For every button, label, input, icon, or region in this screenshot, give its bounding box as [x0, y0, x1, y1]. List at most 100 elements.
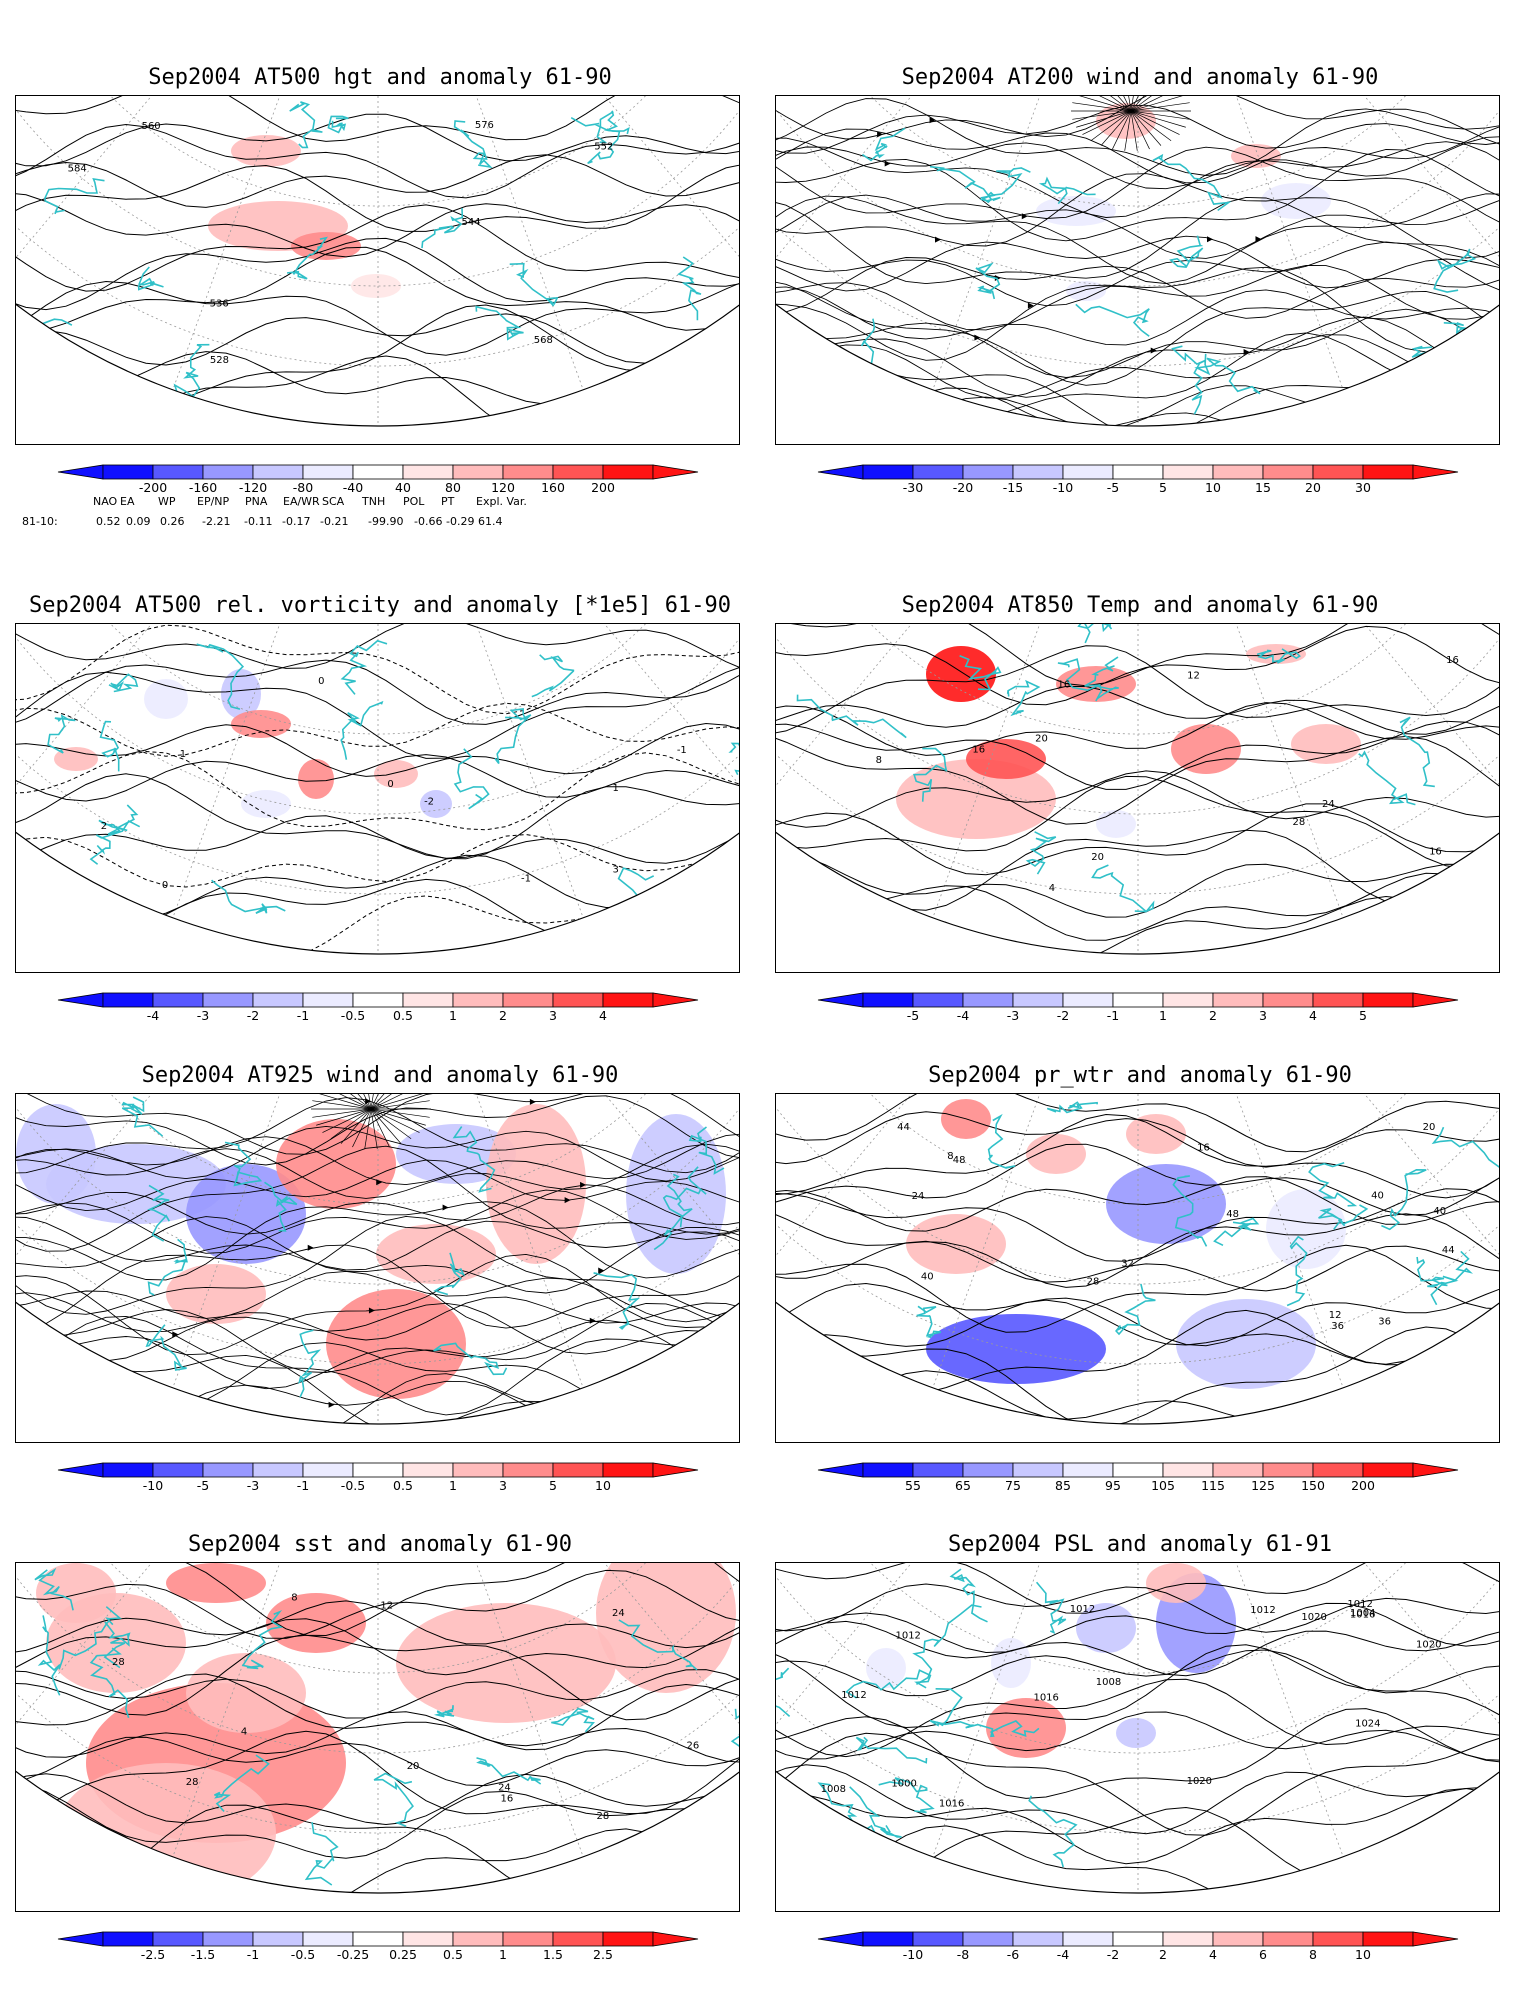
coastline	[965, 1720, 1040, 1738]
streamline	[1130, 102, 1190, 112]
streamline	[16, 1315, 739, 1416]
colorbar-swatch	[502, 992, 554, 1008]
contour-label: 28	[186, 1777, 199, 1788]
contour-label: 12	[380, 1601, 393, 1612]
colorbar-tick-label: -4	[956, 1008, 970, 1023]
anomaly-region	[866, 1648, 906, 1688]
colorbar-swatch	[1362, 464, 1414, 480]
coastline	[912, 1604, 982, 1685]
streamline	[1072, 102, 1132, 112]
contour-line	[16, 113, 739, 167]
coastline	[1091, 864, 1155, 913]
contour-line	[16, 1673, 739, 1751]
coastline	[1427, 1250, 1474, 1288]
projection-boundary	[16, 1301, 739, 1425]
coastline	[58, 1606, 122, 1670]
contour-line	[16, 123, 739, 199]
map-psl[interactable]: 1012 1016 1020 1012 1008 1000 1004 1016 1020 1024…	[775, 1562, 1500, 1912]
colorbar-tick-label: -200	[138, 480, 168, 495]
colorbar-swatch	[1262, 1931, 1314, 1947]
streamline	[16, 1143, 739, 1199]
colorbar-tick-label: -1.5	[190, 1947, 216, 1962]
streamline	[16, 1201, 739, 1281]
contour-line	[776, 1602, 1499, 1654]
streamline-arrow	[1255, 236, 1262, 243]
index-name: NAO	[93, 495, 118, 508]
streamline	[776, 377, 1499, 426]
contour-label: 1020	[1301, 1612, 1326, 1623]
streamline-arrow	[974, 334, 981, 341]
contour-line	[16, 1783, 739, 1859]
map-svg: 528 536 544 552 560 568 576 584	[16, 96, 739, 427]
contour-line	[16, 1730, 739, 1830]
colorbar-tick-label: -15	[1002, 480, 1024, 495]
streamline-arrow	[1243, 349, 1250, 356]
colorbar-arrow-high	[652, 992, 699, 1008]
streamline	[16, 1216, 739, 1294]
coastline	[1431, 1126, 1499, 1196]
projection-boundary	[776, 831, 1499, 955]
map-svg: 24 28 20 16 12 8 4 24 28 26 28	[16, 1563, 739, 1894]
panel-title: Sep2004 PSL and anomaly 61-91	[947, 1532, 1333, 1557]
projection-boundary	[776, 1301, 1499, 1425]
colorbar-swatch	[962, 464, 1014, 480]
colorbar-tick-label: 105	[1151, 1478, 1175, 1493]
contour-line	[16, 1711, 739, 1763]
map-vort500[interactable]: 0 -1 1 2 -2 3 0 -1 1 0	[15, 623, 740, 973]
contour-line	[16, 237, 739, 311]
colorbar-tick-label: -0.5	[290, 1947, 316, 1962]
index-value: 61.4	[478, 515, 503, 528]
colorbar-tick-label: 10	[1355, 1947, 1371, 1962]
index-name: PT	[441, 495, 455, 508]
contour-line	[776, 851, 1499, 918]
coastline	[1025, 831, 1057, 875]
contour-line	[776, 1326, 1499, 1424]
colorbar-swatch	[602, 1931, 654, 1947]
streamline	[370, 1100, 430, 1110]
colorbar-tick-label: -6	[1006, 1947, 1020, 1962]
streamline	[776, 257, 1499, 319]
colorbar-swatch	[252, 1931, 304, 1947]
contour-label: 1008	[1096, 1677, 1121, 1688]
colorbar-swatch	[502, 464, 554, 480]
streamline	[364, 1094, 372, 1110]
streamline	[16, 1319, 739, 1390]
coastline	[44, 177, 105, 215]
anomaly-region	[326, 1289, 466, 1399]
coastline	[1057, 658, 1119, 700]
streamline	[776, 173, 1499, 259]
colorbar-tick-label: -40	[342, 480, 364, 495]
panel-title: Sep2004 sst and anomaly 61-90	[187, 1532, 573, 1557]
coastline	[1172, 1175, 1208, 1247]
graticule-meridian	[1137, 1094, 1378, 1424]
map-u200[interactable]	[775, 95, 1500, 445]
colorbar-t850: -5 -4 -3 -2 -1 1 2 3 4 5	[817, 988, 1459, 1028]
map-pwtr[interactable]: 36 40 44 24 12 8 16 20 28 32 48 40 44 48 40 36	[775, 1093, 1500, 1443]
anomaly-region	[1171, 724, 1241, 774]
map-t850[interactable]: 16 4 24 8 12 28 16 20 24 20 16 16	[775, 623, 1500, 973]
colorbar-swatch	[862, 1931, 914, 1947]
streamline	[1130, 110, 1180, 135]
contour-line	[16, 1773, 739, 1826]
streamline	[370, 1094, 426, 1110]
projection-boundary	[16, 831, 739, 955]
contour-line	[776, 1113, 1499, 1199]
contour-line	[776, 1188, 1499, 1262]
colorbar-swatch	[912, 464, 964, 480]
contour-label: 1	[613, 783, 619, 794]
coastline	[677, 256, 702, 321]
map-z500[interactable]: 528 536 544 552 560 568 576 584	[15, 95, 740, 445]
streamline	[1130, 110, 1162, 146]
colorbar-swatch	[1312, 1931, 1364, 1947]
coastline	[1443, 321, 1499, 363]
contour-line	[16, 750, 739, 831]
anomaly-region	[54, 747, 98, 771]
colorbar-swatch	[1362, 1931, 1414, 1947]
colorbar-arrow-high	[1412, 1462, 1459, 1478]
anomaly-region	[1176, 1299, 1316, 1389]
colorbar-z500: -200 -160 -120 -80 -40 40 80 120 160 200	[57, 460, 699, 500]
coastline	[1077, 624, 1113, 644]
streamline-arrow	[196, 1398, 203, 1405]
map-sst[interactable]: 24 28 20 16 12 8 4 24 28 26 28	[15, 1562, 740, 1912]
map-u925[interactable]	[15, 1093, 740, 1443]
